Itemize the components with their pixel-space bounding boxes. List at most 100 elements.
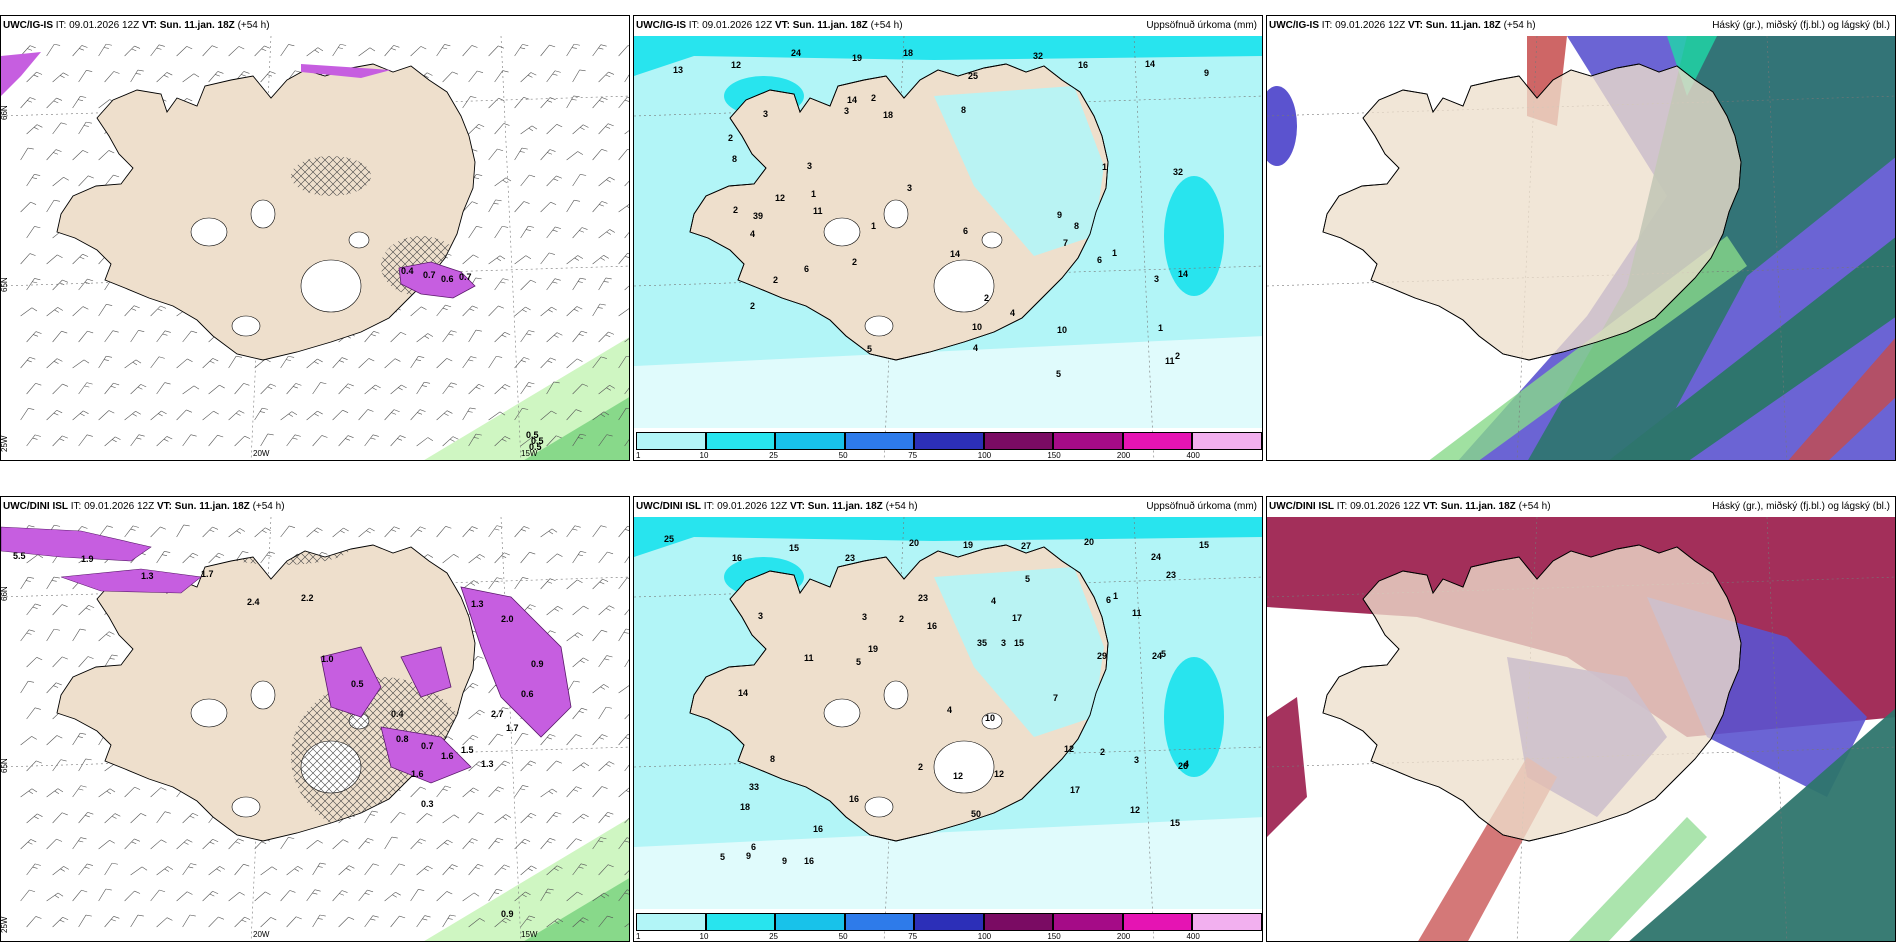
value-label: 5 <box>856 657 861 667</box>
map-area[interactable] <box>1267 36 1895 460</box>
value-label: 11 <box>813 206 823 216</box>
value-label: 23 <box>918 593 928 603</box>
lead-time: (+54 h) <box>1503 20 1536 31</box>
longitude-label: 20W <box>253 449 270 458</box>
value-label: 24 <box>791 48 801 58</box>
latitude-label: 65N <box>1 277 9 292</box>
colorbar-swatch <box>844 913 915 931</box>
value-label: 14 <box>1145 59 1155 69</box>
value-label: 18 <box>903 48 913 58</box>
value-label: 16 <box>732 553 742 563</box>
model-name: UWC/DINI ISL <box>3 501 68 512</box>
colorbar-tick: 1 <box>636 451 641 460</box>
value-label: 27 <box>1021 541 1031 551</box>
value-label: 16 <box>849 794 859 804</box>
colorbar-tick: 200 <box>1116 451 1131 460</box>
colorbar-tick: 75 <box>908 932 918 941</box>
value-label: 7 <box>1053 693 1058 703</box>
value-label: 7 <box>1063 238 1068 248</box>
value-label: 1 <box>811 189 816 199</box>
lead-time: (+54 h) <box>885 501 918 512</box>
value-label: 2 <box>728 133 733 143</box>
value-label: 11 <box>1165 356 1175 366</box>
colorbar-swatch <box>1192 913 1262 931</box>
map-area[interactable]: 13 12 24 19 18 25 32 16 14 9 8 9 8 5 10 12 2 18 11 39 14 6 3 2 1… <box>634 36 1262 460</box>
lead-time: (+54 h) <box>1518 501 1551 512</box>
valid-time-label: VT: <box>1422 501 1438 512</box>
panel-header: UWC/IG-IS IT: 09.01.2026 12Z VT: Sun. 11… <box>634 16 1262 36</box>
value-label: 4 <box>750 229 755 239</box>
panel-header: UWC/DINI ISL IT: 09.01.2026 12Z VT: Sun.… <box>1267 497 1895 517</box>
value-label: 6 <box>963 226 968 236</box>
latitude-label: 25W <box>1 916 9 933</box>
value-label: 2 <box>918 762 923 772</box>
map-area[interactable]: 0.4 0.7 0.6 0.7 0.5 0.5 0.5 20W 15W 66N 65N 25W <box>1 36 629 460</box>
value-label: 2 <box>1175 351 1180 361</box>
value-label: 3 <box>1001 638 1006 648</box>
panel-header: UWC/IG-IS IT: 09.01.2026 12Z VT: Sun. 11… <box>1 16 629 36</box>
value-label: 5 <box>1161 649 1166 659</box>
map-area[interactable]: 25 16 15 23 20 19 27 20 24 15 16 11 17 23 12 17 19 16 26 24… <box>634 517 1262 941</box>
value-label: 3 <box>807 161 812 171</box>
value-label: 0.6 <box>521 689 534 699</box>
colorbar-tick: 10 <box>699 932 709 941</box>
value-label: 2 <box>773 275 778 285</box>
value-label: 16 <box>927 621 937 631</box>
precip-cyan-area <box>634 517 1262 557</box>
value-label: 10 <box>972 322 982 332</box>
model-name: UWC/IG-IS <box>636 20 686 31</box>
precip-colorbar: 1 10 25 50 75 100 150 200 400 <box>636 432 1262 460</box>
value-label: 3 <box>862 612 867 622</box>
value-label: 24 <box>1152 651 1162 661</box>
value-label: 12 <box>994 769 1004 779</box>
value-label: 1.5 <box>461 745 474 755</box>
precip-cyan-area <box>634 36 1262 76</box>
valid-time-label: VT: <box>141 20 157 31</box>
value-label: 2 <box>750 301 755 311</box>
valid-time-label: VT: <box>156 501 172 512</box>
init-time: IT: 09.01.2026 12Z <box>1321 20 1406 31</box>
cloud-map-panel-dini: UWC/DINI ISL IT: 09.01.2026 12Z VT: Sun.… <box>1266 496 1896 942</box>
colorbar-swatch <box>914 432 984 450</box>
value-label: 29 <box>1097 651 1107 661</box>
value-label: 5 <box>1025 574 1030 584</box>
value-label: 16 <box>804 856 814 866</box>
value-label: 5 <box>867 344 872 354</box>
value-label: 17 <box>1012 613 1022 623</box>
value-label: 4 <box>1184 759 1189 769</box>
valid-time-label: VT: <box>789 501 805 512</box>
valid-time: Sun. 11.jan. 18Z <box>792 20 868 31</box>
colorbar-tick: 150 <box>1047 451 1061 460</box>
value-label: 0.7 <box>423 270 436 280</box>
snow-areas <box>1 526 572 784</box>
value-label: 8 <box>1074 221 1079 231</box>
value-label: 14 <box>1178 269 1188 279</box>
map-area[interactable]: 5.5 1.9 1.3 2.4 2.2 1.7 1.3 2.0 1.0 0.5 0.4 0.8 0.7 1… <box>1 517 629 941</box>
map-area[interactable] <box>1267 517 1895 941</box>
valid-time-label: VT: <box>1407 20 1423 31</box>
latitude-label: 65N <box>1 758 9 773</box>
wind-map-panel-ig: UWC/IG-IS IT: 09.01.2026 12Z VT: Sun. 11… <box>0 15 630 461</box>
value-label: 2 <box>984 293 989 303</box>
value-label: 2 <box>852 257 857 267</box>
precip-map-panel-ig: UWC/IG-IS IT: 09.01.2026 12Z VT: Sun. 11… <box>633 15 1263 461</box>
value-label: 20 <box>909 538 919 548</box>
value-label: 1.3 <box>481 759 494 769</box>
value-label: 17 <box>1070 785 1080 795</box>
value-label: 6 <box>1106 595 1111 605</box>
precip-area <box>524 397 629 460</box>
colorbar-tick: 400 <box>1186 932 1200 941</box>
value-label: 6 <box>804 264 809 274</box>
colorbar-swatch <box>1192 432 1262 450</box>
value-label: 9 <box>782 856 787 866</box>
value-label: 9 <box>1204 68 1209 78</box>
value-label: 15 <box>789 543 799 553</box>
value-label: 11 <box>1132 608 1142 618</box>
colorbar-tick: 10 <box>699 451 709 460</box>
value-labels: 0.4 0.7 0.6 0.70.50.50.5 <box>401 266 544 452</box>
value-label: 3 <box>844 106 849 116</box>
iceland-landmass <box>56 63 476 361</box>
value-label: 10 <box>985 713 995 723</box>
value-label: 0.6 <box>441 274 454 284</box>
value-label: 1.7 <box>201 569 214 579</box>
